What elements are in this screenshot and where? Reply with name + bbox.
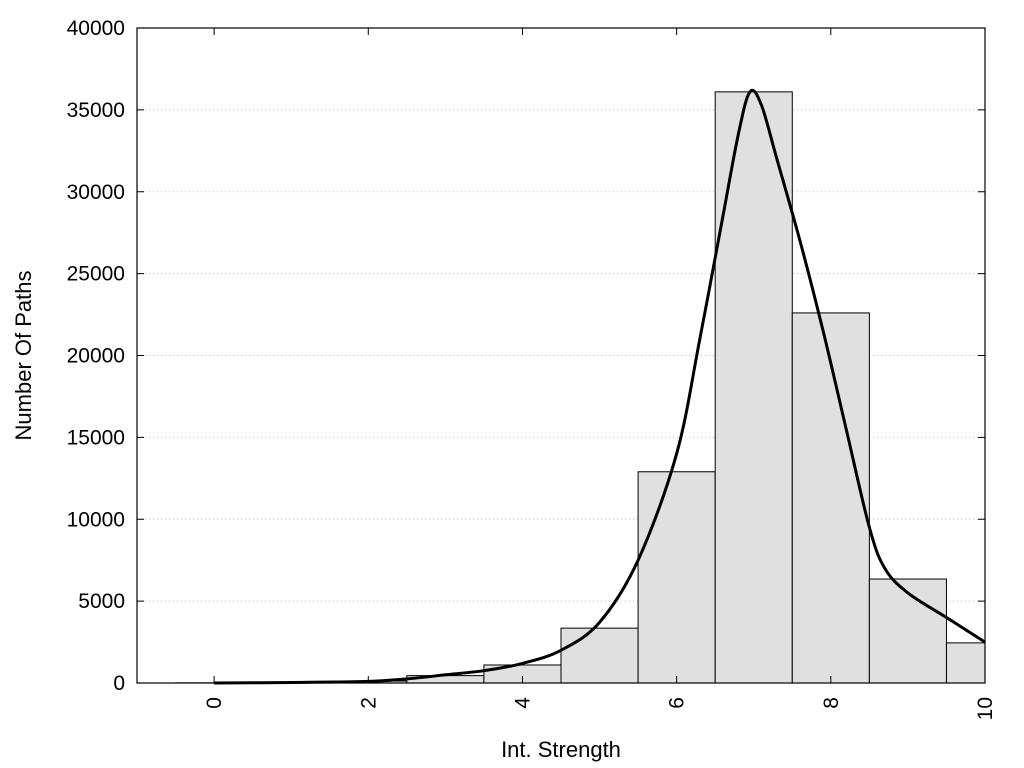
x-tick-label: 6 — [666, 697, 689, 709]
histogram-bar — [714, 91, 793, 684]
x-tick-label: 8 — [820, 697, 843, 709]
y-tick-label: 40000 — [67, 17, 125, 40]
y-tick-label: 15000 — [67, 426, 125, 449]
y-tick-label: 20000 — [67, 345, 125, 368]
y-tick-label: 35000 — [67, 99, 125, 122]
x-axis-label: Int. Strength — [501, 737, 621, 762]
x-tick-label: 2 — [357, 697, 380, 709]
density-curve — [214, 88, 986, 685]
histogram-bar — [945, 642, 986, 684]
y-tick-label: 10000 — [67, 508, 125, 531]
y-tick-label: 0 — [113, 672, 125, 695]
y-tick-label: 5000 — [78, 590, 125, 613]
histogram-bar — [791, 312, 870, 684]
grid-lines — [137, 109, 985, 602]
histogram-bar — [637, 471, 716, 684]
x-tick-label: 4 — [511, 697, 534, 709]
y-tick-label: 30000 — [67, 181, 125, 204]
bars — [175, 91, 986, 684]
x-tick-label: 10 — [974, 697, 997, 720]
histogram-bar — [868, 578, 947, 684]
y-tick-label: 25000 — [67, 263, 125, 286]
axis-ticks: 0 5000 10000 15000 20000 25000 30000 35000 40000… — [67, 17, 997, 720]
y-axis-label: Number Of Paths — [11, 271, 36, 441]
histogram-bar — [560, 627, 639, 684]
x-tick-label: 0 — [203, 697, 226, 709]
